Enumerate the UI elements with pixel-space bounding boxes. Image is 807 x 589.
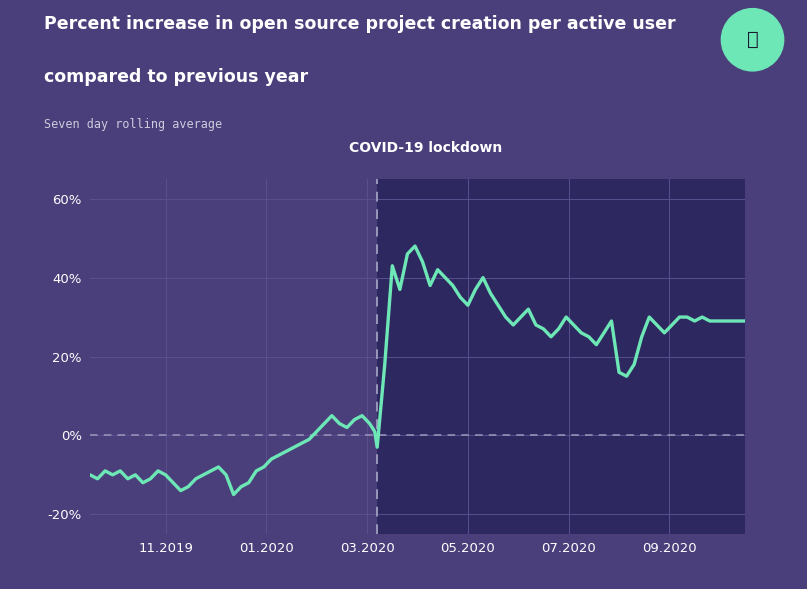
Text: Seven day rolling average: Seven day rolling average — [44, 118, 223, 131]
Bar — [377, 179, 745, 534]
Text: 🔗: 🔗 — [746, 30, 759, 49]
Text: Percent increase in open source project creation per active user: Percent increase in open source project … — [44, 15, 676, 33]
Text: COVID-19 lockdown: COVID-19 lockdown — [349, 141, 502, 155]
Text: compared to previous year: compared to previous year — [44, 68, 308, 86]
Circle shape — [721, 9, 784, 71]
